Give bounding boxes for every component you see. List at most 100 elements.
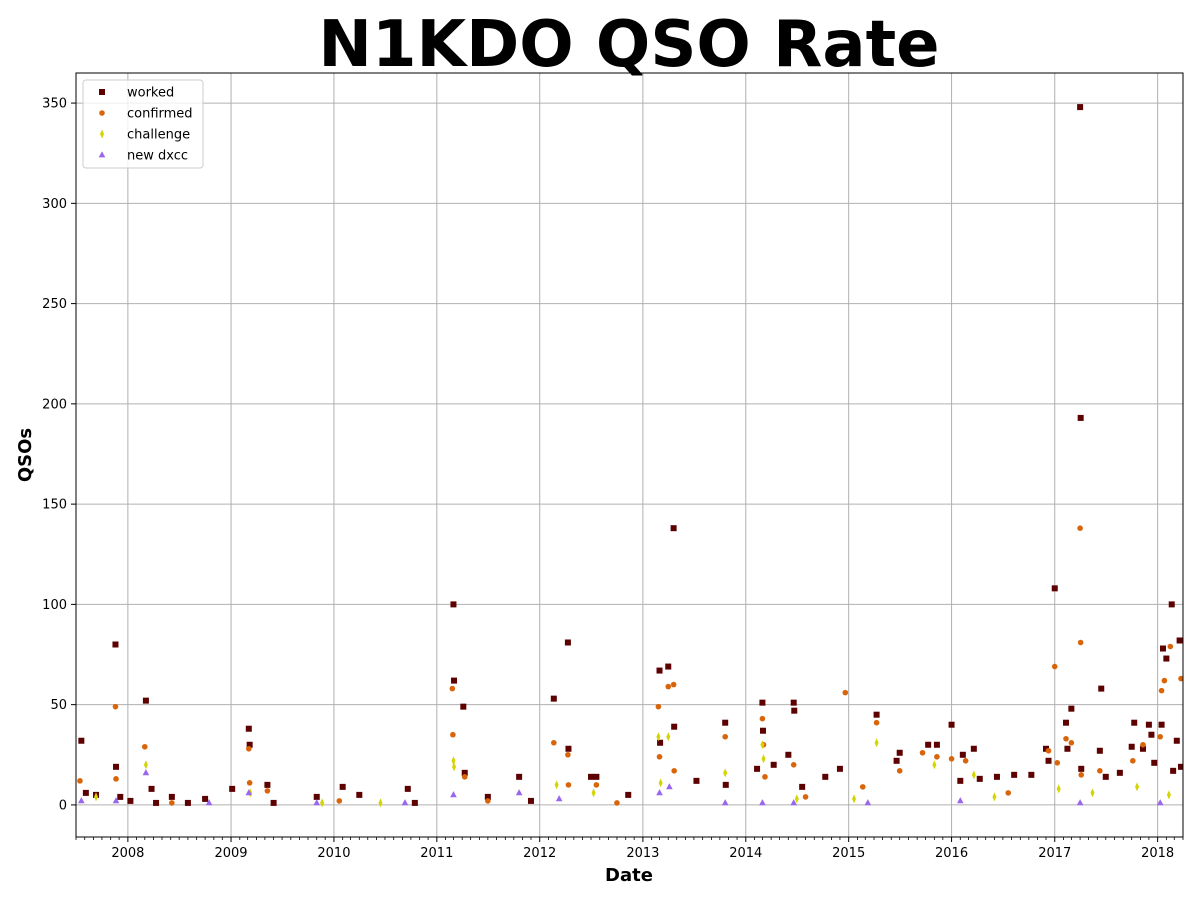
legend-label-confirmed: confirmed (127, 107, 193, 122)
confirmed-point (614, 800, 620, 806)
challenge-point (874, 738, 879, 748)
x-tick-label: 2013 (626, 846, 659, 861)
worked-point (148, 785, 155, 792)
worked-point (404, 785, 411, 792)
worked-point (948, 721, 955, 728)
worked-point (202, 795, 209, 802)
challenge-point (658, 778, 663, 788)
challenge-point (143, 760, 148, 770)
worked-point (1096, 747, 1103, 754)
x-tick-label: 2012 (523, 846, 556, 861)
new-dxcc-point (401, 799, 409, 806)
x-tick-label: 2016 (935, 846, 968, 861)
confirmed-point (762, 774, 768, 780)
worked-point (896, 749, 903, 756)
legend-label-challenge: challenge (127, 128, 190, 143)
x-tick-label: 2017 (1038, 846, 1071, 861)
new-dxcc-point (721, 799, 729, 806)
new-dxcc-point (205, 799, 213, 806)
worked-point (1011, 771, 1018, 778)
worked-point (184, 799, 191, 806)
x-tick-label: 2014 (729, 846, 762, 861)
worked-point (1102, 773, 1109, 780)
challenge-point (723, 768, 728, 778)
worked-point (1173, 737, 1180, 744)
worked-point (1148, 731, 1155, 738)
new-dxcc-point (759, 799, 766, 806)
challenge-point (971, 770, 976, 780)
worked-point (1045, 757, 1052, 764)
worked-point (893, 757, 900, 764)
confirmed-point (565, 751, 571, 758)
worked-point (313, 793, 320, 800)
worked-point (339, 783, 346, 790)
confirmed-point (461, 774, 468, 780)
confirmed-point (1077, 525, 1083, 531)
new-dxcc-point (450, 791, 457, 798)
x-tick-label: 2008 (111, 846, 144, 861)
worked-point (451, 677, 458, 684)
confirmed-point (113, 776, 119, 782)
confirmed-point (112, 703, 119, 710)
worked-point (656, 667, 663, 674)
worked-point (933, 741, 940, 748)
worked-point (461, 769, 468, 776)
confirmed-point (873, 719, 880, 726)
worked-point (791, 707, 798, 714)
worked-point (1077, 104, 1084, 111)
y-tick-label: 200 (42, 397, 67, 412)
new-dxcc-point (142, 769, 150, 776)
legend-label-new-dxcc: new dxcc (127, 149, 188, 164)
new-dxcc-point (1076, 799, 1084, 806)
confirmed-point (141, 743, 148, 750)
y-tick-label: 350 (42, 97, 67, 112)
worked-point (722, 719, 729, 726)
confirmed-point (655, 703, 662, 710)
new-dxcc-point (957, 797, 964, 804)
worked-point (246, 741, 253, 748)
challenge-point (320, 798, 325, 808)
confirmed-point (896, 768, 903, 774)
worked-point (670, 525, 677, 532)
worked-point (82, 789, 89, 796)
confirmed-point (722, 733, 729, 740)
worked-point (356, 791, 363, 798)
challenge-point (591, 788, 596, 798)
worked-point (1098, 685, 1105, 692)
worked-point (1139, 745, 1146, 752)
confirmed-point (1157, 733, 1163, 740)
x-tick-label: 2011 (420, 846, 453, 861)
confirmed-point (802, 794, 809, 800)
legend-marker-new-dxcc (98, 151, 106, 158)
worked-point (665, 663, 672, 670)
legend-label-worked: worked (127, 86, 174, 101)
worked-point (142, 697, 149, 704)
confirmed-point (934, 753, 940, 760)
confirmed-point (169, 800, 175, 806)
plot-area-frame (75, 72, 1184, 838)
challenge-point (761, 754, 766, 764)
confirmed-point (759, 715, 766, 722)
worked-point (78, 737, 85, 744)
challenge-point (992, 792, 997, 802)
worked-point (411, 799, 418, 806)
y-tick-label: 300 (42, 197, 67, 212)
worked-point (693, 777, 700, 784)
worked-point (873, 711, 880, 718)
confirmed-point (77, 778, 83, 784)
worked-point (1151, 759, 1158, 766)
challenge-point (94, 792, 99, 802)
y-tick-label: 50 (50, 698, 67, 713)
confirmed-point (962, 758, 969, 764)
confirmed-point (670, 681, 677, 688)
worked-point (270, 799, 277, 806)
worked-point (564, 639, 571, 646)
worked-point (229, 785, 236, 792)
new-dxcc-point (555, 795, 563, 802)
confirmed-point (1078, 772, 1085, 778)
confirmed-point (1097, 768, 1103, 774)
confirmed-point (246, 780, 253, 786)
challenge-point (554, 780, 559, 790)
challenge-point (932, 760, 937, 770)
confirmed-point (246, 745, 252, 752)
